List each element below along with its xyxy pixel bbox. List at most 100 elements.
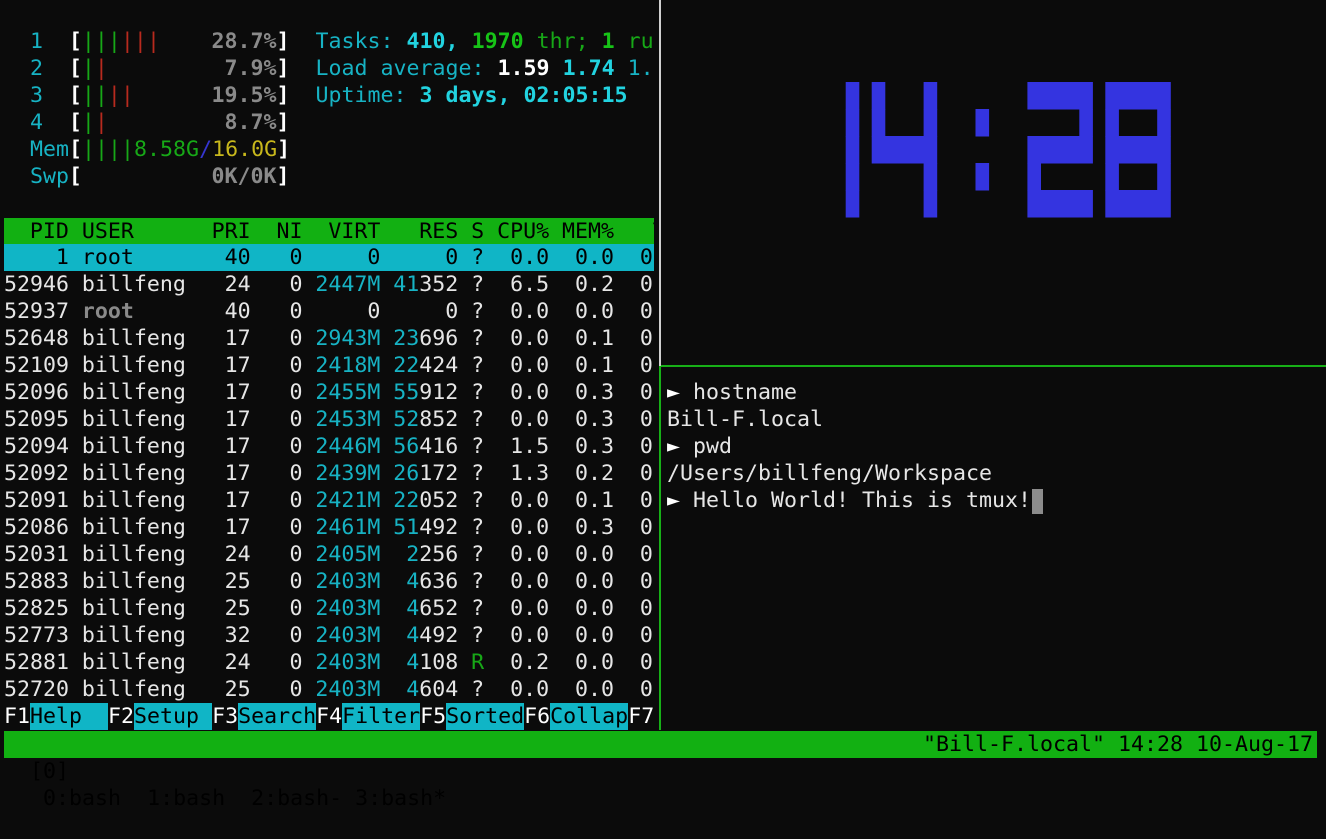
pane-divider-vertical-active[interactable]: [659, 366, 661, 730]
cpu-usage-bar: ||||: [82, 82, 199, 109]
fkey-f3[interactable]: F3: [212, 703, 239, 730]
process-row[interactable]: 52937 root 40 0 0 0? 0.0 0.0 0:: [4, 298, 654, 325]
process-s: ?: [471, 596, 485, 621]
column-header-s[interactable]: S: [471, 219, 485, 244]
fkey-f6[interactable]: F6: [524, 703, 551, 730]
clock-cell: [871, 136, 886, 164]
column-header-virt[interactable]: VIRT: [328, 219, 381, 244]
swp-label: Swp: [29, 164, 69, 189]
window-tab-1[interactable]: 1:bash: [147, 786, 226, 811]
process-mem: 0.3: [574, 515, 614, 540]
process-pid: 52648: [4, 326, 69, 351]
cpu-percent: 8.7%: [224, 110, 277, 135]
process-user: root: [81, 245, 134, 270]
window-tab-0[interactable]: 0:bash: [43, 786, 122, 811]
terminal-cursor: [1032, 488, 1044, 514]
res-low: 696: [419, 326, 459, 351]
clock-digit-1: [845, 82, 860, 218]
clock-cell: [923, 190, 938, 218]
pane-divider-horizontal[interactable]: [661, 365, 1326, 367]
process-time: 0:: [639, 569, 654, 594]
process-res: 55912: [380, 379, 458, 406]
process-pid: 52773: [4, 623, 69, 648]
fkey-label-f6[interactable]: Collap: [550, 703, 629, 730]
clock-cell: [1118, 136, 1132, 164]
fkey-label-f3[interactable]: Search: [238, 703, 317, 730]
process-virt: 2943M: [302, 325, 380, 352]
window-tab-3[interactable]: 3:bash*: [355, 786, 447, 811]
fkey-f7[interactable]: F7: [628, 703, 654, 730]
res-high: 22: [393, 488, 420, 513]
clock-cell: [1144, 82, 1158, 110]
res-low: 0: [445, 245, 459, 270]
fkey-label-f4[interactable]: Filter: [342, 703, 421, 730]
virt-high: 2446M: [315, 434, 381, 459]
process-virt: 2421M: [302, 487, 380, 514]
process-time: 0:: [639, 299, 654, 324]
clock-cell: [975, 163, 990, 191]
process-user: billfeng: [81, 326, 186, 351]
window-tab-2[interactable]: 2:bash-: [251, 786, 343, 811]
process-row[interactable]: 1 root 40 0 0 0? 0.0 0.0 0:: [4, 244, 654, 271]
column-header-cpu[interactable]: CPU%: [497, 219, 550, 244]
clock-cell: [1157, 163, 1171, 191]
fkey-f4[interactable]: F4: [316, 703, 343, 730]
process-mem: 0.2: [574, 272, 614, 297]
cpu-label: 1: [29, 29, 43, 54]
clock-cell: [1040, 190, 1054, 218]
fkey-f5[interactable]: F5: [420, 703, 447, 730]
column-header-mem[interactable]: MEM%: [561, 219, 614, 244]
pane-divider-vertical[interactable]: [659, 0, 661, 366]
htop-pane[interactable]: 1 [|||||| 28.7%] 2 [|| 7.9%] 3 [|||| 19.5%] 4 [|| 8…: [0, 0, 654, 730]
bar-segment: |: [94, 29, 108, 54]
process-s: ?: [471, 434, 485, 459]
shell-command-line: ► hostname: [667, 379, 797, 406]
column-header-time[interactable]: T: [614, 218, 654, 245]
shell-command-line: ► Hello World! This is tmux!: [667, 487, 1044, 514]
virt-low: 0: [367, 245, 381, 270]
process-ni: 0: [289, 569, 303, 594]
column-header-pid[interactable]: PID: [29, 219, 69, 244]
fkey-f1[interactable]: F1: [4, 703, 31, 730]
process-user: billfeng: [81, 461, 186, 486]
fkey-label-f1[interactable]: Help: [30, 703, 109, 730]
process-mem: 0.0: [574, 650, 614, 675]
column-header-user[interactable]: USER: [81, 219, 134, 244]
cpu-usage-bar: ||: [82, 55, 199, 82]
process-pri: 24: [224, 542, 251, 567]
process-res: 56416: [380, 433, 458, 460]
fkey-label-f5[interactable]: Sorted: [446, 703, 525, 730]
clock-cell: [1040, 82, 1054, 110]
clock-cell: [845, 190, 860, 218]
process-table-header[interactable]: PID USER PRI NI VIRT RES S CPU% MEM%T: [4, 218, 654, 245]
process-virt: 2446M: [302, 433, 380, 460]
column-header-pri[interactable]: PRI: [211, 219, 251, 244]
process-ni: 0: [289, 677, 303, 702]
bracket-open: [: [68, 29, 82, 54]
fkey-label-f2[interactable]: Setup: [134, 703, 213, 730]
fkey-f2[interactable]: F2: [108, 703, 135, 730]
column-header-ni[interactable]: NI: [276, 219, 303, 244]
process-ni: 0: [289, 407, 303, 432]
column-header-res[interactable]: RES: [419, 219, 459, 244]
cpu-meter-4: 4 [|| 8.7%]: [4, 109, 290, 136]
process-ni: 0: [289, 542, 303, 567]
mem-sep: /: [199, 137, 213, 162]
virt-low: 0: [367, 299, 381, 324]
process-ni: 0: [289, 461, 303, 486]
